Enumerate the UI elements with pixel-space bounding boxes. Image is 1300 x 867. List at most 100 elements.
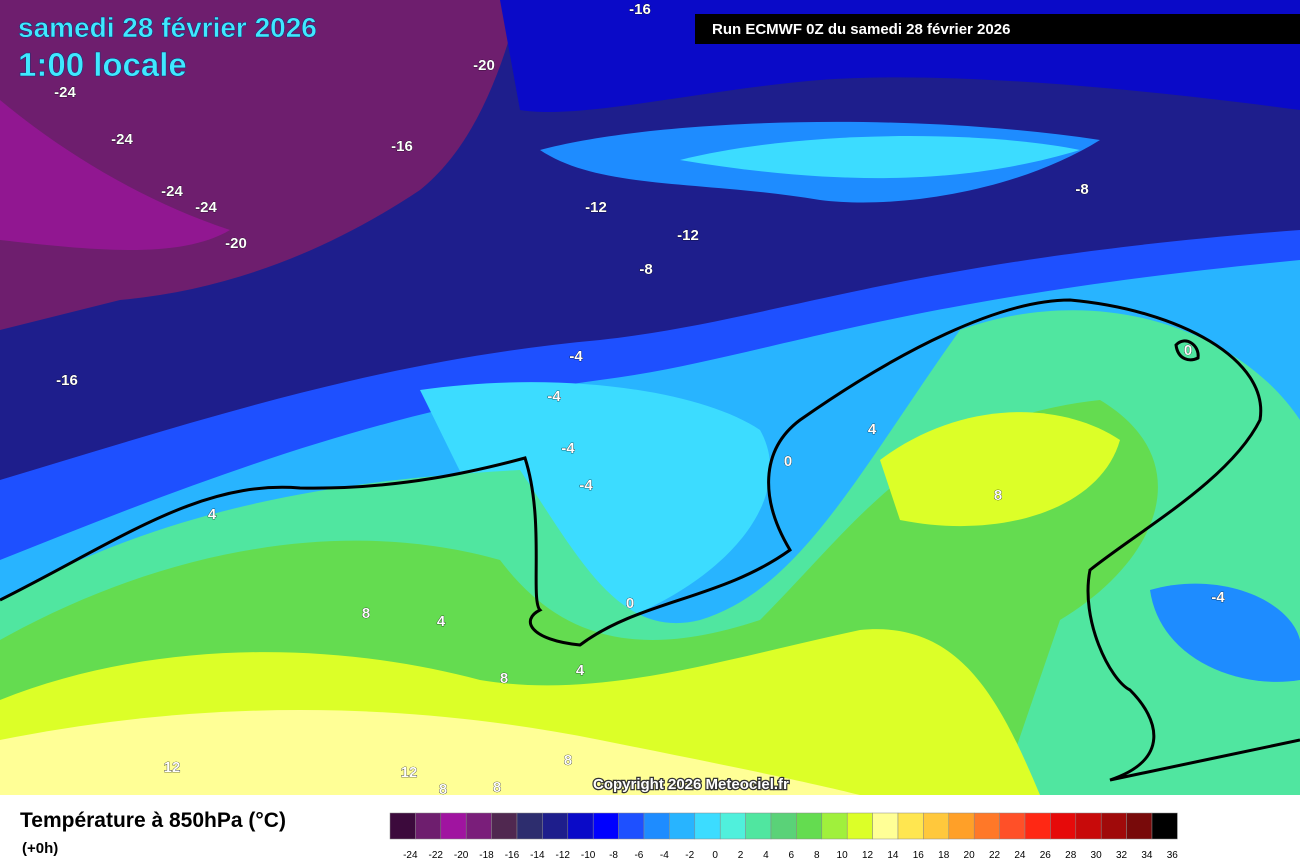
scale-swatch (897, 812, 924, 840)
copyright: Copyright 2026 Meteociel.fr (593, 776, 789, 793)
contour-label: 8 (439, 781, 447, 798)
scale-swatch (389, 812, 416, 840)
contour-label: 4 (868, 421, 877, 438)
contour-label: -20 (473, 57, 495, 74)
contour-label: 0 (784, 453, 792, 470)
scale-label: 28 (1065, 850, 1077, 861)
scale-swatch (846, 812, 873, 840)
scale-swatch (592, 812, 619, 840)
scale-swatch (618, 812, 645, 840)
scale-label: -8 (609, 850, 618, 861)
scale-label: 2 (738, 850, 744, 861)
map-fields (0, 0, 1300, 795)
scale-swatch (415, 812, 442, 840)
scale-label: -24 (403, 850, 418, 861)
scale-swatch (516, 812, 543, 840)
contour-label: -24 (161, 183, 183, 200)
contour-label: -4 (547, 388, 561, 405)
scale-swatch (796, 812, 823, 840)
scale-label: -12 (555, 850, 570, 861)
scale-label: -16 (505, 850, 520, 861)
contour-label: -24 (54, 84, 76, 101)
scale-swatch (821, 812, 848, 840)
contour-label: 12 (164, 759, 181, 776)
contour-label: 4 (576, 662, 585, 679)
scale-swatch (999, 812, 1026, 840)
contour-label: 8 (500, 670, 508, 687)
scale-label: -22 (428, 850, 443, 861)
scale-swatch (1100, 812, 1127, 840)
scale-label: 22 (989, 850, 1001, 861)
scale-swatch (745, 812, 772, 840)
scale-label: 12 (862, 850, 874, 861)
contour-label: -24 (111, 131, 133, 148)
scale-label: 6 (789, 850, 795, 861)
contour-label: 4 (208, 506, 217, 523)
scale-swatch (719, 812, 746, 840)
scale-swatch (465, 812, 492, 840)
scale-label: 4 (763, 850, 769, 861)
contour-label: 8 (994, 487, 1002, 504)
contour-label: -24 (195, 199, 217, 216)
scale-swatch (948, 812, 975, 840)
scale-label: 16 (913, 850, 925, 861)
scale-label: 34 (1141, 850, 1153, 861)
scale-swatch (973, 812, 1000, 840)
scale-label: 20 (964, 850, 976, 861)
contour-label: 0 (626, 595, 634, 612)
color-scale: -24 -22 -20 -18 -16 -14 -12 -10 -8 -6 -4 -2 0 2 4 6 8 10 1… (389, 812, 1179, 861)
date-title: samedi 28 février 2026 (18, 12, 317, 43)
contour-label: -20 (225, 235, 247, 252)
scale-swatch (542, 812, 569, 840)
scale-label: -2 (685, 850, 694, 861)
scale-label: 26 (1040, 850, 1052, 861)
contour-label: -8 (1075, 181, 1088, 198)
scale-label: -6 (634, 850, 643, 861)
contour-label: 0 (1184, 342, 1192, 359)
scale-swatch (1151, 812, 1178, 840)
scale-label: -14 (530, 850, 545, 861)
scale-label: 14 (887, 850, 899, 861)
scale-swatch (770, 812, 797, 840)
contour-label: -8 (639, 261, 652, 278)
scale-swatch (643, 812, 670, 840)
contour-label: 8 (493, 779, 501, 796)
contour-label: 4 (437, 613, 446, 630)
scale-swatch (872, 812, 899, 840)
scale-swatch (567, 812, 594, 840)
contour-label: -4 (1211, 589, 1225, 606)
scale-label: 10 (837, 850, 849, 861)
contour-labels: -16 -20 -24 -24 -16 -24 -24 -20 -12 -12 -8 -8 -16 -4 -… (54, 1, 1226, 799)
contour-label: 8 (564, 752, 572, 769)
scale-swatch (669, 812, 696, 840)
contour-label: 12 (401, 764, 418, 781)
scale-label: -10 (581, 850, 596, 861)
scale-swatch (694, 812, 721, 840)
legend-title: Température à 850hPa (°C) (20, 809, 286, 832)
scale-swatch (1024, 812, 1051, 840)
contour-label: -12 (585, 199, 607, 216)
scale-swatch (440, 812, 467, 840)
contour-label: -16 (391, 138, 413, 155)
run-label: Run ECMWF 0Z du samedi 28 février 2026 (712, 21, 1010, 38)
contour-label: -12 (677, 227, 699, 244)
legend-subtitle: (+0h) (22, 840, 58, 857)
contour-label: -4 (561, 440, 575, 457)
contour-label: -16 (629, 1, 651, 18)
scale-label: -18 (479, 850, 494, 861)
scale-label: 18 (938, 850, 950, 861)
scale-swatch (1075, 812, 1102, 840)
scale-swatch (1126, 812, 1153, 840)
scale-label: 24 (1014, 850, 1026, 861)
scale-label: -4 (660, 850, 669, 861)
run-box (695, 14, 1300, 44)
contour-label: 8 (362, 605, 370, 622)
scale-label: 36 (1167, 850, 1179, 861)
scale-swatch (1050, 812, 1077, 840)
scale-swatch (923, 812, 950, 840)
scale-label: -20 (454, 850, 469, 861)
scale-label: 8 (814, 850, 820, 861)
scale-label: 0 (712, 850, 718, 861)
